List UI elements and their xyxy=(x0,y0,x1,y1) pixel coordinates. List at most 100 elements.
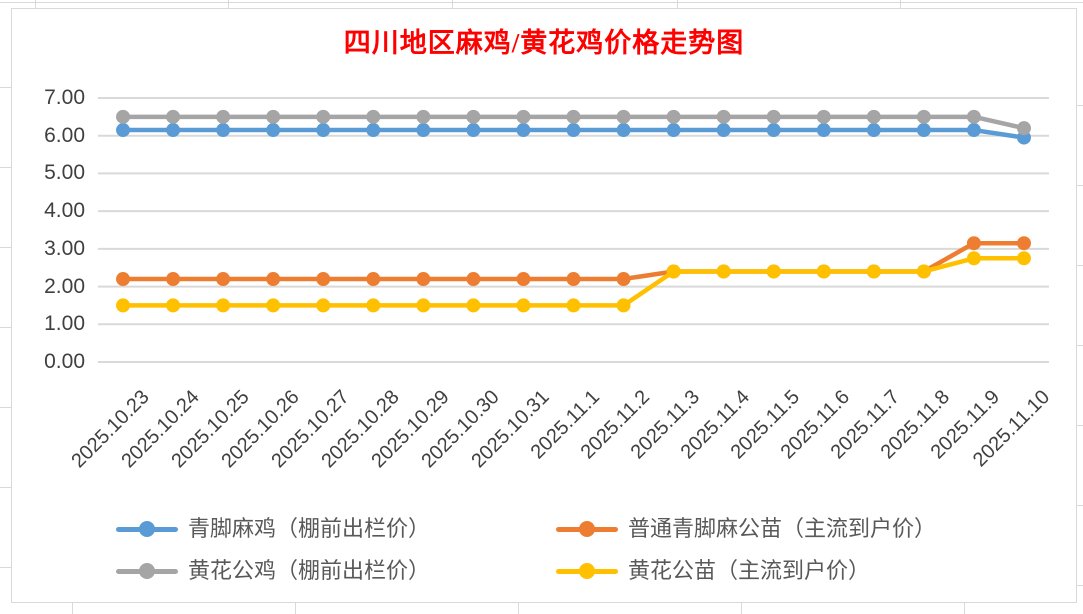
sheet-gridline xyxy=(228,0,229,8)
qingjiao-maji-marker xyxy=(866,123,881,138)
putong-qingjiaoma-gongmiao-marker xyxy=(466,272,481,287)
qingjiao-maji-marker xyxy=(166,123,181,138)
qingjiao-maji-marker xyxy=(1016,130,1031,145)
qingjiao-maji-marker xyxy=(666,123,681,138)
putong-qingjiaoma-gongmiao-marker xyxy=(316,272,331,287)
huanghua-gongmiao-marker xyxy=(216,298,231,313)
huanghua-gongji-marker xyxy=(966,109,981,124)
huanghua-gongji-marker xyxy=(766,109,781,124)
putong-qingjiaoma-gongmiao-marker xyxy=(816,264,831,279)
qingjiao-maji-marker xyxy=(416,123,431,138)
huanghua-gongji-marker xyxy=(1016,121,1031,136)
series-huanghua-gongji xyxy=(116,109,1031,136)
sheet-gridline xyxy=(0,487,11,488)
sheet-gridline xyxy=(1077,585,1083,586)
huanghua-gongmiao-marker xyxy=(266,298,281,313)
sheet-gridline xyxy=(964,603,965,614)
putong-qingjiaoma-gongmiao-marker xyxy=(616,272,631,287)
putong-qingjiaoma-gongmiao-marker xyxy=(366,272,381,287)
qingjiao-maji-marker xyxy=(266,123,281,138)
y-axis-tick-label: 5.00 xyxy=(44,161,85,185)
sheet-gridline xyxy=(677,0,678,8)
huanghua-gongji-marker xyxy=(716,109,731,124)
qingjiao-maji-marker xyxy=(516,123,531,138)
series-putong-qingjiaoma-gongmiao xyxy=(116,236,1031,287)
huanghua-gongji-marker xyxy=(816,109,831,124)
huanghua-gongji-marker xyxy=(666,109,681,124)
huanghua-gongmiao-marker xyxy=(516,298,531,313)
chart-frame: 四川地区麻鸡/黄花鸡价格走势图 0.00 1.00 2.00 3.00 4.00 5.00… xyxy=(11,8,1077,603)
sheet-gridline xyxy=(72,603,73,614)
huanghua-gongji-marker xyxy=(116,109,131,124)
putong-qingjiaoma-gongmiao-marker xyxy=(516,272,531,287)
huanghua-gongmiao-marker xyxy=(466,298,481,313)
chart-title: 四川地区麻鸡/黄花鸡价格走势图 xyxy=(343,28,745,58)
legend-item-huanghua-gongmiao: 黄花公苗（主流到户价） xyxy=(556,556,936,586)
sheet-gridline xyxy=(0,407,11,408)
y-axis-tick-label: 2.00 xyxy=(44,274,85,298)
series-huanghua-gongmiao xyxy=(116,251,1031,313)
sheet-gridline xyxy=(1077,505,1083,506)
legend-key-putong-qingjiaoma-gongmiao-icon xyxy=(556,514,618,544)
sheet-gridline xyxy=(1077,105,1083,106)
sheet-gridline xyxy=(0,327,11,328)
huanghua-gongmiao-marker xyxy=(116,298,131,313)
putong-qingjiaoma-gongmiao-marker xyxy=(166,272,181,287)
sheet-gridline xyxy=(0,567,11,568)
huanghua-gongji-marker xyxy=(516,109,531,124)
huanghua-gongji-marker xyxy=(866,109,881,124)
huanghua-gongmiao-marker xyxy=(966,251,981,266)
qingjiao-maji-marker xyxy=(766,123,781,138)
y-axis-tick-label: 3.00 xyxy=(44,236,85,260)
sheet-gridline xyxy=(0,247,11,248)
sheet-gridline xyxy=(1077,425,1083,426)
huanghua-gongmiao-marker xyxy=(1016,251,1031,266)
legend-label: 普通青脚麻公苗（主流到户价） xyxy=(628,516,937,541)
huanghua-gongji-marker xyxy=(216,109,231,124)
y-axis-tick-label: 4.00 xyxy=(44,199,85,223)
qingjiao-maji-marker xyxy=(966,123,981,138)
legend-key-huanghua-gongmiao-icon xyxy=(556,556,618,586)
legend-label: 青脚麻鸡（棚前出栏价） xyxy=(188,516,431,541)
qingjiao-maji-marker xyxy=(116,123,131,138)
qingjiao-maji-marker xyxy=(566,123,581,138)
putong-qingjiaoma-gongmiao-marker xyxy=(716,264,731,279)
putong-qingjiaoma-gongmiao-line xyxy=(120,240,1027,282)
huanghua-gongmiao-marker xyxy=(666,264,681,279)
legend-key-huanghua-gongji-icon xyxy=(116,556,178,586)
huanghua-gongmiao-marker xyxy=(816,264,831,279)
huanghua-gongji-line xyxy=(120,114,1027,131)
huanghua-gongji-marker xyxy=(166,109,181,124)
huanghua-gongji-marker xyxy=(316,109,331,124)
huanghua-gongmiao-marker xyxy=(166,298,181,313)
huanghua-gongmiao-marker xyxy=(316,298,331,313)
qingjiao-maji-marker xyxy=(816,123,831,138)
putong-qingjiaoma-gongmiao-marker xyxy=(866,264,881,279)
putong-qingjiaoma-gongmiao-marker xyxy=(116,272,131,287)
huanghua-gongmiao-marker xyxy=(866,264,881,279)
huanghua-gongji-marker xyxy=(566,109,581,124)
qingjiao-maji-line xyxy=(120,127,1027,140)
huanghua-gongmiao-marker xyxy=(716,264,731,279)
putong-qingjiaoma-gongmiao-marker xyxy=(216,272,231,287)
sheet-gridline xyxy=(452,0,453,8)
sheet-gridline xyxy=(0,87,11,88)
putong-qingjiaoma-gongmiao-marker xyxy=(1016,236,1031,251)
sheet-gridline xyxy=(900,0,901,8)
sheet-gridline xyxy=(35,0,36,8)
huanghua-gongji-marker xyxy=(366,109,381,124)
qingjiao-maji-marker xyxy=(366,123,381,138)
legend-key-qingjiao-maji-icon xyxy=(116,514,178,544)
qingjiao-maji-marker xyxy=(216,123,231,138)
sheet-gridline xyxy=(1077,265,1083,266)
y-axis-tick-label: 0.00 xyxy=(44,350,85,373)
huanghua-gongji-marker xyxy=(616,109,631,124)
putong-qingjiaoma-gongmiao-marker xyxy=(666,264,681,279)
putong-qingjiaoma-gongmiao-marker xyxy=(916,264,931,279)
legend-item-huanghua-gongji: 黄花公鸡（棚前出栏价） xyxy=(116,556,556,586)
legend-item-qingjiao-maji: 青脚麻鸡（棚前出栏价） xyxy=(116,514,556,544)
putong-qingjiaoma-gongmiao-marker xyxy=(266,272,281,287)
putong-qingjiaoma-gongmiao-marker xyxy=(566,272,581,287)
huanghua-gongmiao-marker xyxy=(366,298,381,313)
huanghua-gongmiao-marker xyxy=(766,264,781,279)
